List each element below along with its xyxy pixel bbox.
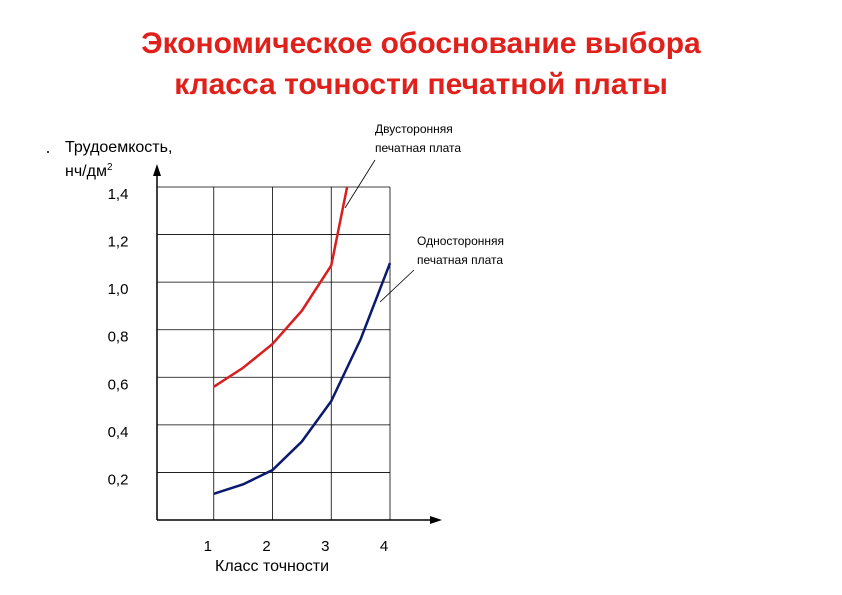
y-tick-label: 0,6 (108, 376, 129, 393)
annotation: печатная плата (417, 253, 503, 267)
y-axis-label: Трудоемкость, (65, 139, 172, 156)
leader-line (379, 269, 415, 303)
y-tick-label: 1,0 (108, 281, 129, 298)
x-tick-label: 1 (204, 538, 212, 555)
y-axis-unit: нч/дм2 (65, 162, 113, 181)
y-tick-label: 0,4 (108, 424, 129, 441)
curve (213, 262, 392, 496)
unit: нч/дм (65, 163, 107, 180)
y-arrow (153, 164, 161, 176)
x-arrow (430, 516, 442, 524)
y-tick-label: 0,8 (108, 329, 129, 346)
x-tick-label: 2 (262, 538, 270, 555)
dot (47, 151, 49, 153)
y-tick-label: 1,4 (108, 186, 129, 203)
annotation: Двусторонняя (375, 122, 453, 136)
annotation: печатная плата (375, 141, 461, 155)
x-axis-label: Класс точности (215, 558, 329, 575)
chart-title: класса точности печатной платы (174, 68, 668, 101)
leader-line (344, 159, 376, 209)
annotation: Односторонняя (417, 234, 504, 248)
x-tick-label: 3 (321, 538, 329, 555)
y-tick-label: 0,2 (108, 471, 129, 488)
unit-sup: 2 (107, 162, 113, 173)
curve (213, 186, 349, 388)
y-tick-label: 1,2 (108, 234, 129, 251)
x-tick-label: 4 (380, 538, 388, 555)
chart-title: Экономическое обоснование выбора (141, 27, 701, 60)
